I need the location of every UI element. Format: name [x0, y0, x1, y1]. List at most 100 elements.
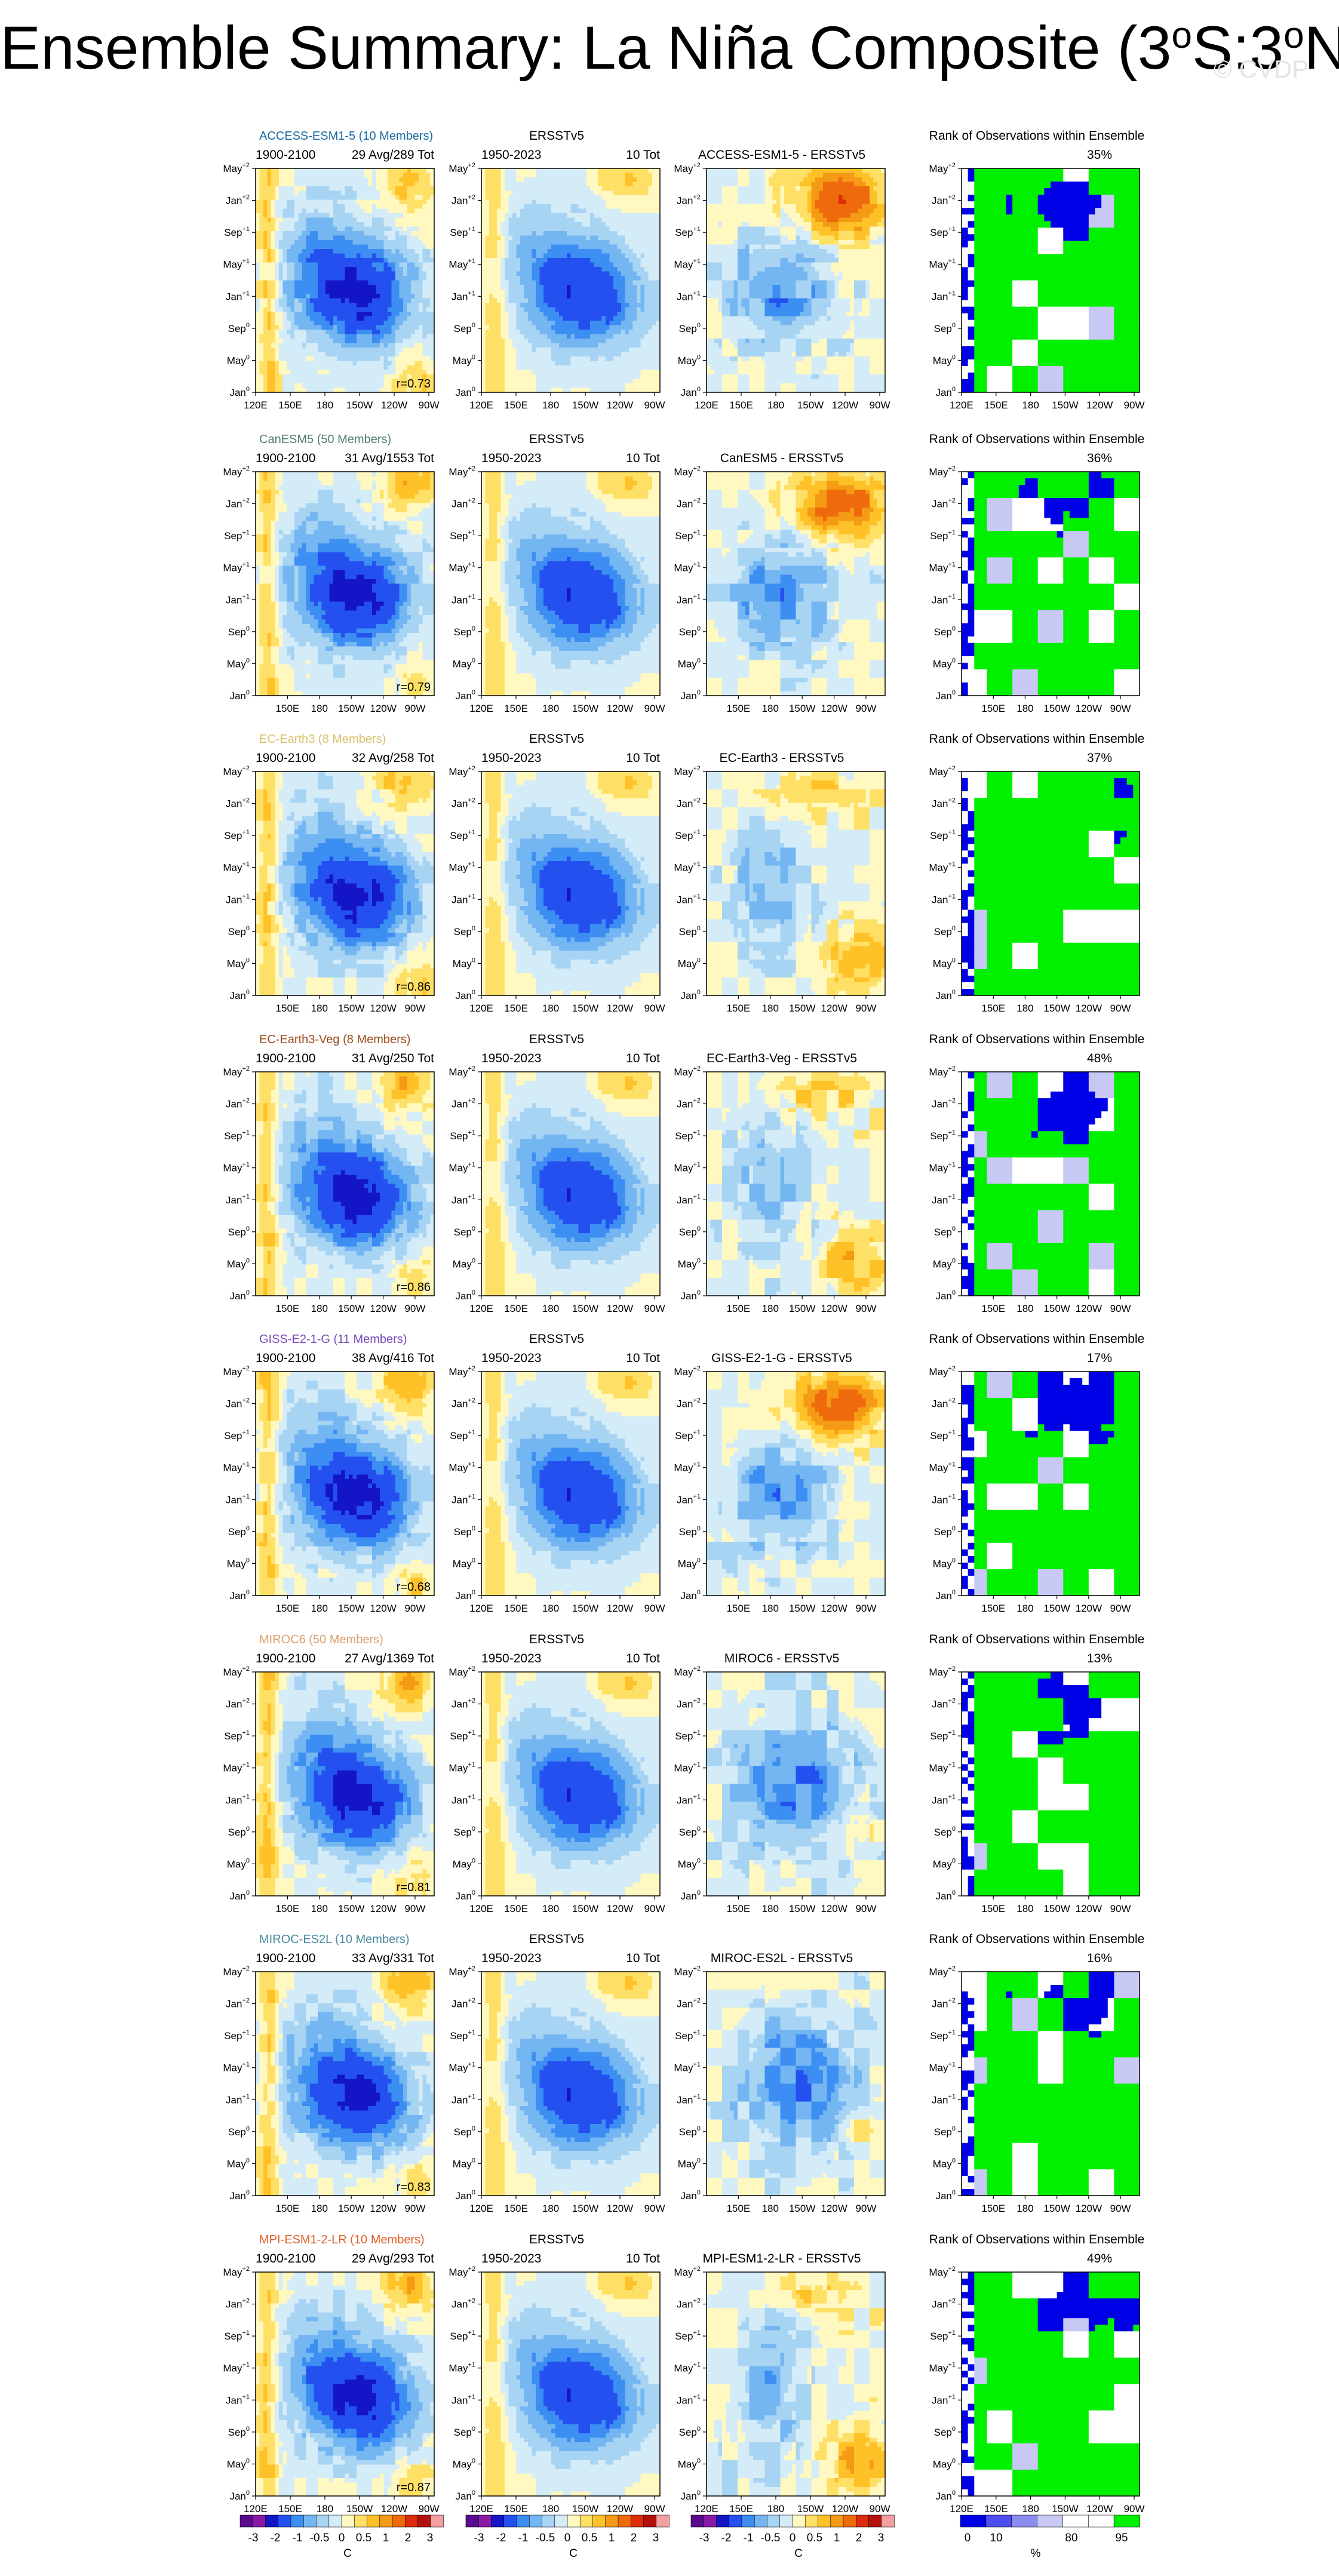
- field-cell: [268, 249, 272, 254]
- field-cell: [271, 361, 275, 366]
- field-cell: [260, 365, 264, 370]
- field-cell: [287, 285, 291, 290]
- field-cell: [268, 339, 272, 343]
- field-cell: [283, 227, 287, 232]
- field-cell: [291, 191, 295, 196]
- field-cell: [271, 231, 275, 236]
- field-cell: [271, 356, 275, 361]
- field-cell: [268, 191, 272, 196]
- field-cell: [287, 195, 291, 200]
- field-cell: [271, 339, 275, 343]
- field-cell: [256, 365, 260, 370]
- field-cell: [263, 303, 268, 308]
- field-cell: [260, 281, 264, 285]
- field-cell: [287, 325, 291, 330]
- field-cell: [263, 294, 268, 299]
- field-cell: [287, 374, 291, 379]
- field-cell: [256, 294, 260, 299]
- field-cell: [287, 365, 291, 370]
- field-cell: [279, 294, 283, 299]
- field-cell: [271, 191, 275, 196]
- field-cell: [260, 267, 264, 272]
- field-cell: [263, 339, 268, 343]
- field-cell: [260, 222, 264, 227]
- field-cell: [291, 339, 295, 343]
- field-cell: [260, 186, 264, 191]
- field-cell: [291, 276, 295, 281]
- field-cell: [256, 308, 260, 312]
- field-cell: [260, 249, 264, 254]
- field-cell: [271, 258, 275, 263]
- field-cell: [279, 290, 283, 294]
- field-cell: [268, 186, 272, 191]
- field-cell: [283, 374, 287, 379]
- field-cell: [256, 240, 260, 245]
- field-cell: [287, 276, 291, 281]
- field-cell: [256, 299, 260, 303]
- field-cell: [287, 258, 291, 263]
- field-cell: [271, 245, 275, 250]
- field-cell: [291, 303, 295, 308]
- field-cell: [291, 209, 295, 214]
- field-cell: [279, 325, 283, 330]
- field-cell: [275, 321, 280, 325]
- field-cell: [275, 213, 280, 218]
- field-cell: [263, 285, 268, 290]
- field-cell: [287, 334, 291, 339]
- field-cell: [275, 352, 280, 357]
- field-cell: [260, 312, 264, 316]
- field-cell: [263, 186, 268, 191]
- field-cell: [279, 191, 283, 196]
- field-cell: [271, 204, 275, 209]
- field-cell: [275, 182, 280, 187]
- field-cell: [291, 182, 295, 187]
- field-cell: [271, 383, 275, 388]
- field-cell: [283, 383, 287, 388]
- field-cell: [279, 365, 283, 370]
- field-cell: [275, 370, 280, 375]
- field-cell: [287, 303, 291, 308]
- field-cell: [287, 191, 291, 196]
- field-cell: [279, 195, 283, 200]
- field-cell: [263, 356, 268, 361]
- field-cell: [260, 285, 264, 290]
- field-cell: [275, 218, 280, 223]
- field-cell: [283, 173, 287, 178]
- field-cell: [260, 316, 264, 321]
- field-cell: [287, 168, 291, 173]
- field-cell: [279, 339, 283, 343]
- field-cell: [271, 182, 275, 187]
- field-cell: [283, 231, 287, 236]
- field-cell: [271, 330, 275, 334]
- field-cell: [287, 356, 291, 361]
- field-cell: [287, 177, 291, 182]
- field-cell: [263, 374, 268, 379]
- field-cell: [256, 352, 260, 357]
- field-cell: [256, 231, 260, 236]
- field-cell: [291, 245, 295, 250]
- field-cell: [283, 281, 287, 285]
- field-cell: [263, 308, 268, 312]
- field-cell: [287, 294, 291, 299]
- field-cell: [275, 374, 280, 379]
- field-cell: [263, 258, 268, 263]
- field-cell: [279, 276, 283, 281]
- field-cell: [260, 374, 264, 379]
- field-cell: [260, 227, 264, 232]
- field-cell: [263, 245, 268, 250]
- field-cell: [279, 272, 283, 276]
- field-cell: [268, 236, 272, 241]
- field-cell: [275, 272, 280, 276]
- field-cell: [256, 356, 260, 361]
- field-cell: [291, 361, 295, 366]
- field-cell: [291, 352, 295, 357]
- field-cell: [279, 343, 283, 348]
- field-cell: [260, 200, 264, 205]
- field-cell: [271, 299, 275, 303]
- field-cell: [291, 240, 295, 245]
- field-cell: [268, 168, 272, 173]
- field-cell: [263, 334, 268, 339]
- panel-avg-tot: 29 Avg/289 Tot: [352, 148, 434, 162]
- field-cell: [283, 316, 287, 321]
